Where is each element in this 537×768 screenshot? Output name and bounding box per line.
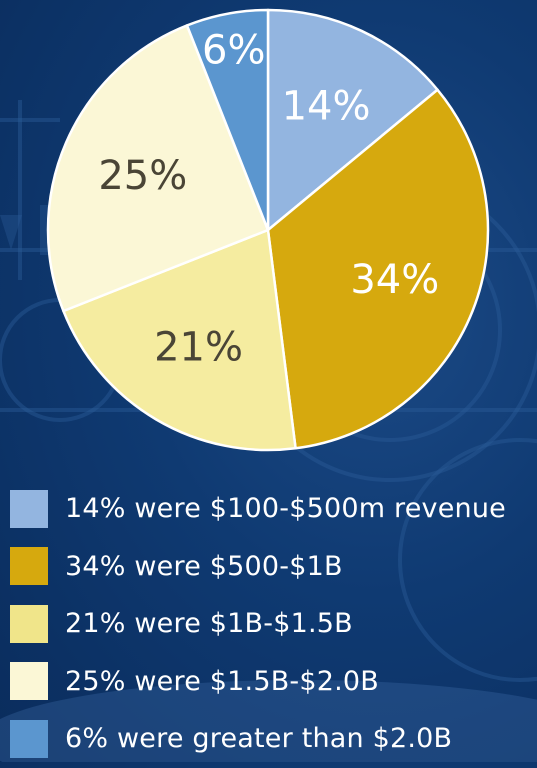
legend-swatch	[10, 489, 48, 528]
legend-label: 14% were $100-$500m revenue	[65, 493, 506, 525]
legend-item: 25% were $1.5B-$2.0B	[10, 653, 530, 711]
legend-item: 14% were $100-$500m revenue	[10, 480, 530, 538]
legend-label: 6% were greater than $2.0B	[65, 723, 453, 755]
legend-label: 21% were $1B-$1.5B	[65, 608, 353, 640]
chart-legend: 14% were $100-$500m revenue 34% were $50…	[10, 480, 530, 768]
slice-label: 25%	[98, 153, 187, 199]
legend-item: 34% were $500-$1B	[10, 538, 530, 596]
legend-label: 25% were $1.5B-$2.0B	[65, 665, 380, 697]
legend-label: 34% were $500-$1B	[65, 550, 343, 582]
pie-chart: 14% 34% 21% 25% 6%	[46, 8, 490, 452]
legend-item: 6% were greater than $2.0B	[10, 710, 530, 768]
legend-swatch	[10, 547, 48, 586]
legend-item: 21% were $1B-$1.5B	[10, 595, 530, 653]
slice-label: 14%	[282, 84, 371, 130]
pie-slice	[266, 88, 490, 450]
slice-label: 21%	[154, 324, 243, 370]
legend-swatch	[10, 662, 48, 701]
pie-slice	[46, 24, 270, 313]
pie-slice	[266, 8, 439, 232]
legend-swatch	[10, 604, 48, 643]
pie-slice	[62, 228, 297, 452]
pie-slice	[185, 8, 270, 232]
legend-swatch	[10, 719, 48, 758]
slice-label: 34%	[350, 257, 439, 303]
slice-label: 6%	[202, 28, 265, 74]
